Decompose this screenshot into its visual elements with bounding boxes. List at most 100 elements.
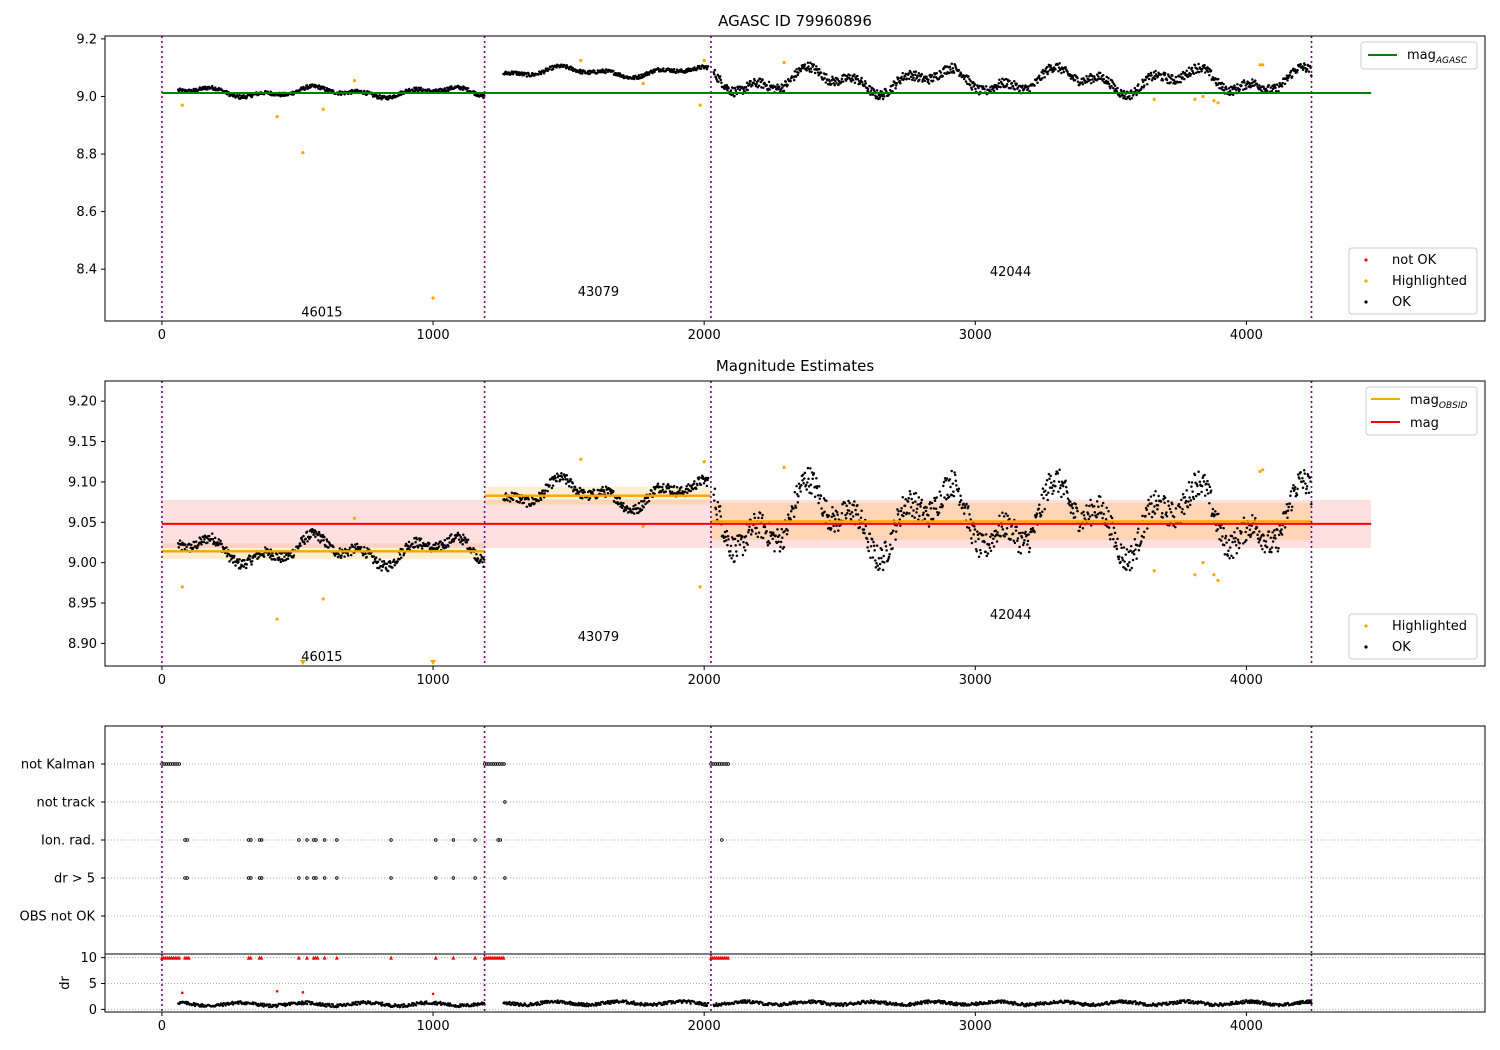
- ok-point: [851, 515, 855, 518]
- not-ok-legend-marker: [1364, 258, 1368, 262]
- ok-point: [1190, 66, 1194, 70]
- ok-point: [398, 553, 402, 556]
- ok-point: [1112, 537, 1115, 541]
- ok-point: [1117, 557, 1120, 561]
- ok-point: [1056, 63, 1060, 66]
- ok-point: [680, 485, 683, 489]
- ok-point: [457, 538, 461, 541]
- ok-point: [697, 64, 701, 68]
- ok-point: [1110, 533, 1113, 536]
- dr-point: [705, 1004, 709, 1008]
- ok-point: [1136, 531, 1139, 534]
- ok-point: [1052, 480, 1056, 483]
- ok-point: [941, 74, 944, 78]
- ok-point: [840, 77, 844, 81]
- ok-point: [1292, 483, 1295, 487]
- ok-point: [1135, 543, 1139, 547]
- ok-point: [793, 70, 797, 73]
- ok-point: [1273, 534, 1277, 537]
- ok-point: [995, 87, 999, 91]
- ok-point: [850, 80, 853, 83]
- ok-point: [1097, 75, 1100, 78]
- ok-point: [1191, 495, 1195, 499]
- ok-point: [904, 498, 907, 501]
- ok-point: [472, 547, 475, 550]
- panel1-title: AGASC ID 79960896: [718, 12, 872, 30]
- ok-point: [604, 71, 607, 75]
- ok-point: [736, 87, 740, 91]
- ok-point: [303, 542, 306, 546]
- ok-point: [520, 497, 524, 500]
- ok-point: [1026, 539, 1030, 543]
- ok-point: [580, 488, 583, 492]
- ok-point: [1042, 496, 1045, 500]
- ok-point: [311, 527, 314, 531]
- ok-point: [1185, 489, 1188, 492]
- ok-point: [985, 554, 989, 558]
- ok-point: [705, 67, 709, 71]
- ok-point: [927, 525, 931, 528]
- ok-point: [1001, 83, 1005, 86]
- ok-point: [735, 554, 739, 558]
- highlighted-point: [782, 465, 786, 469]
- ok-point: [1122, 546, 1126, 549]
- ok-point: [569, 478, 573, 481]
- ok-point: [445, 86, 449, 90]
- ok-point: [1174, 507, 1178, 510]
- ok-point: [1208, 501, 1211, 505]
- ok-point: [742, 540, 745, 544]
- ok-point: [713, 487, 717, 491]
- ok-point: [1066, 491, 1069, 494]
- ok-point: [613, 500, 616, 504]
- ok-point: [908, 77, 911, 81]
- ok-point: [1147, 77, 1151, 81]
- ok-point: [1038, 503, 1041, 506]
- ok-point: [1059, 484, 1063, 487]
- ok-point: [346, 552, 349, 555]
- ok-point: [1058, 468, 1061, 472]
- flag-point: [493, 762, 498, 766]
- ok-point: [1206, 70, 1210, 74]
- ok-point: [933, 499, 937, 503]
- dr-point: [354, 1000, 357, 1004]
- flag-point: [724, 762, 728, 766]
- ok-point: [918, 78, 921, 82]
- ok-point: [327, 546, 330, 549]
- ok-point: [880, 548, 884, 552]
- ok-point: [365, 555, 368, 559]
- ok-point: [1296, 473, 1300, 476]
- ok-point: [1181, 507, 1184, 511]
- ok-point: [810, 70, 813, 74]
- dr-point: [331, 1003, 334, 1006]
- flag-row-label: dr > 5: [54, 872, 95, 887]
- ok-point: [718, 75, 722, 78]
- x-tick-label: 2000: [688, 673, 721, 688]
- ok-point: [999, 85, 1002, 89]
- dr-point: [538, 1003, 542, 1006]
- ok-point: [1082, 514, 1086, 517]
- ok-point: [462, 533, 465, 537]
- ok-point: [249, 554, 252, 558]
- ok-point: [1217, 512, 1220, 516]
- ok-point: [243, 559, 246, 562]
- ok-point: [952, 71, 956, 74]
- ok-point: [1231, 93, 1235, 96]
- ok-point: [753, 516, 757, 520]
- ok-point: [953, 471, 956, 474]
- ok-point: [1093, 511, 1097, 514]
- x-tick-label: 4000: [1230, 328, 1263, 343]
- ok-point: [669, 485, 673, 488]
- ok-point: [821, 514, 825, 517]
- flag-point: [314, 838, 318, 842]
- flag-point: [185, 876, 189, 880]
- ok-point: [1149, 71, 1153, 75]
- ok-point: [869, 556, 872, 559]
- ok-point: [1226, 554, 1230, 557]
- ok-point: [588, 497, 592, 500]
- ok-point: [1153, 512, 1157, 515]
- ok-point: [953, 473, 957, 477]
- ok-point: [1121, 558, 1125, 562]
- ok-point: [349, 553, 353, 557]
- ok-point: [914, 73, 917, 76]
- ok-point: [1076, 509, 1079, 513]
